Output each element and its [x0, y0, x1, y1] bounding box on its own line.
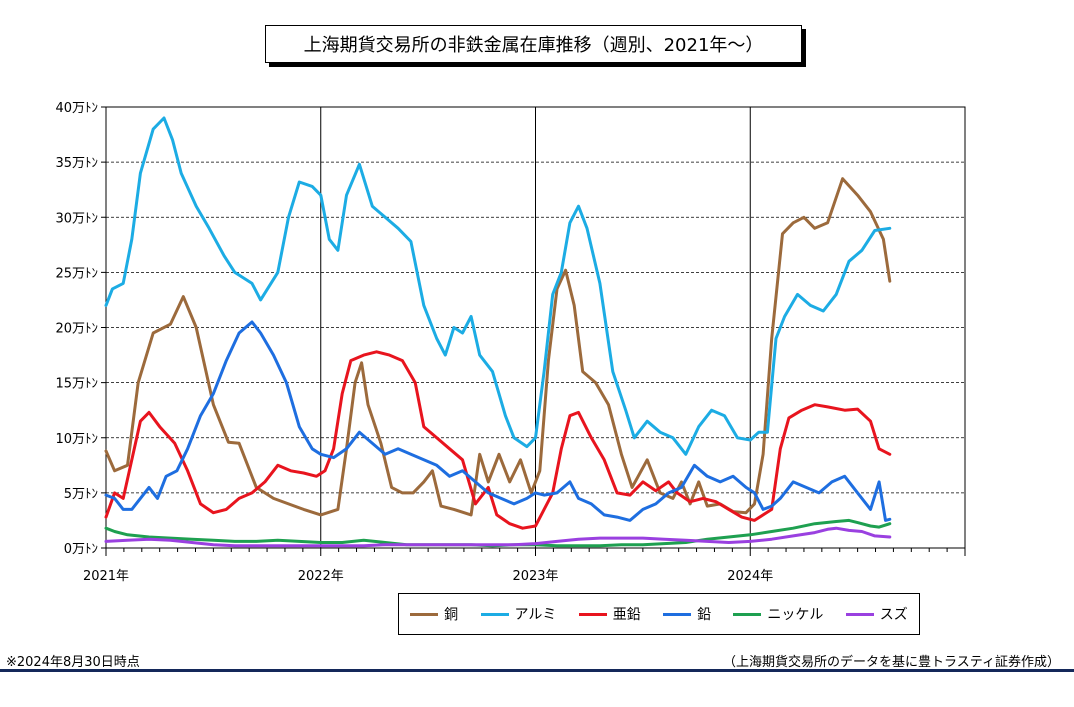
data-date-note: ※2024年8月30日時点 [6, 655, 140, 670]
legend-swatch [578, 612, 607, 616]
series-line-スズ [104, 526, 892, 548]
source-note: （上海期貨交易所のデータを基に豊トラスティ証券作成） [723, 655, 1060, 670]
chart-legend: 銅 アルミ 亜鉛 鉛 ニッケル スズ [398, 593, 920, 635]
axes-layer [101, 106, 966, 556]
chart-title: 上海期貨交易所の非鉄金属在庫推移（週別、2021年～） [265, 25, 802, 63]
y-tick-label: 5万ﾄﾝ [64, 487, 98, 502]
y-tick-label: 35万ﾄﾝ [55, 156, 98, 171]
series-line-銅 [104, 177, 892, 517]
series-line-亜鉛 [104, 350, 892, 530]
x-tick-label: 2021年 [83, 569, 129, 584]
legend-label: 銅 [444, 607, 459, 623]
legend-item: スズ [845, 604, 908, 624]
legend-swatch [663, 612, 692, 616]
legend-swatch [410, 612, 439, 616]
y-tick-label: 0万ﾄﾝ [64, 542, 98, 557]
x-tick-label: 2024年 [727, 569, 773, 584]
y-tick-label: 20万ﾄﾝ [55, 322, 98, 337]
y-tick-label: 30万ﾄﾝ [55, 211, 98, 226]
y-tick-label: 25万ﾄﾝ [55, 266, 98, 281]
legend-label: ニッケル [767, 607, 824, 623]
y-tick-label: 15万ﾄﾝ [55, 377, 98, 392]
legend-item: 銅 [410, 604, 458, 624]
y-tick-label: 40万ﾄﾝ [55, 101, 98, 116]
legend-item: ニッケル [733, 604, 823, 624]
legend-swatch [480, 612, 509, 616]
legend-label: 亜鉛 [612, 607, 641, 623]
series-line-アルミ [104, 116, 892, 456]
x-tick-label: 2023年 [512, 569, 558, 584]
series-line-鉛 [104, 320, 892, 522]
legend-label: スズ [879, 607, 908, 623]
legend-swatch [845, 612, 874, 616]
plot-frame [105, 106, 966, 549]
legend-item: 鉛 [663, 604, 711, 624]
labels-layer: 0万ﾄﾝ 5万ﾄﾝ 10万ﾄﾝ 15万ﾄﾝ 20万ﾄﾝ 25万ﾄﾝ 30万ﾄﾝ 35万ﾄﾝ 40… [55, 101, 773, 584]
series-line-ニッケル [104, 518, 892, 548]
y-tick-label: 10万ﾄﾝ [55, 432, 98, 447]
legend-label: アルミ [514, 607, 557, 623]
legend-item: 亜鉛 [578, 604, 641, 624]
legend-label: 鉛 [697, 607, 712, 623]
bottom-rule [0, 669, 1074, 672]
series-layer [104, 116, 892, 548]
legend-swatch [733, 612, 762, 616]
legend-item: アルミ [480, 604, 557, 624]
x-tick-label: 2022年 [298, 569, 344, 584]
